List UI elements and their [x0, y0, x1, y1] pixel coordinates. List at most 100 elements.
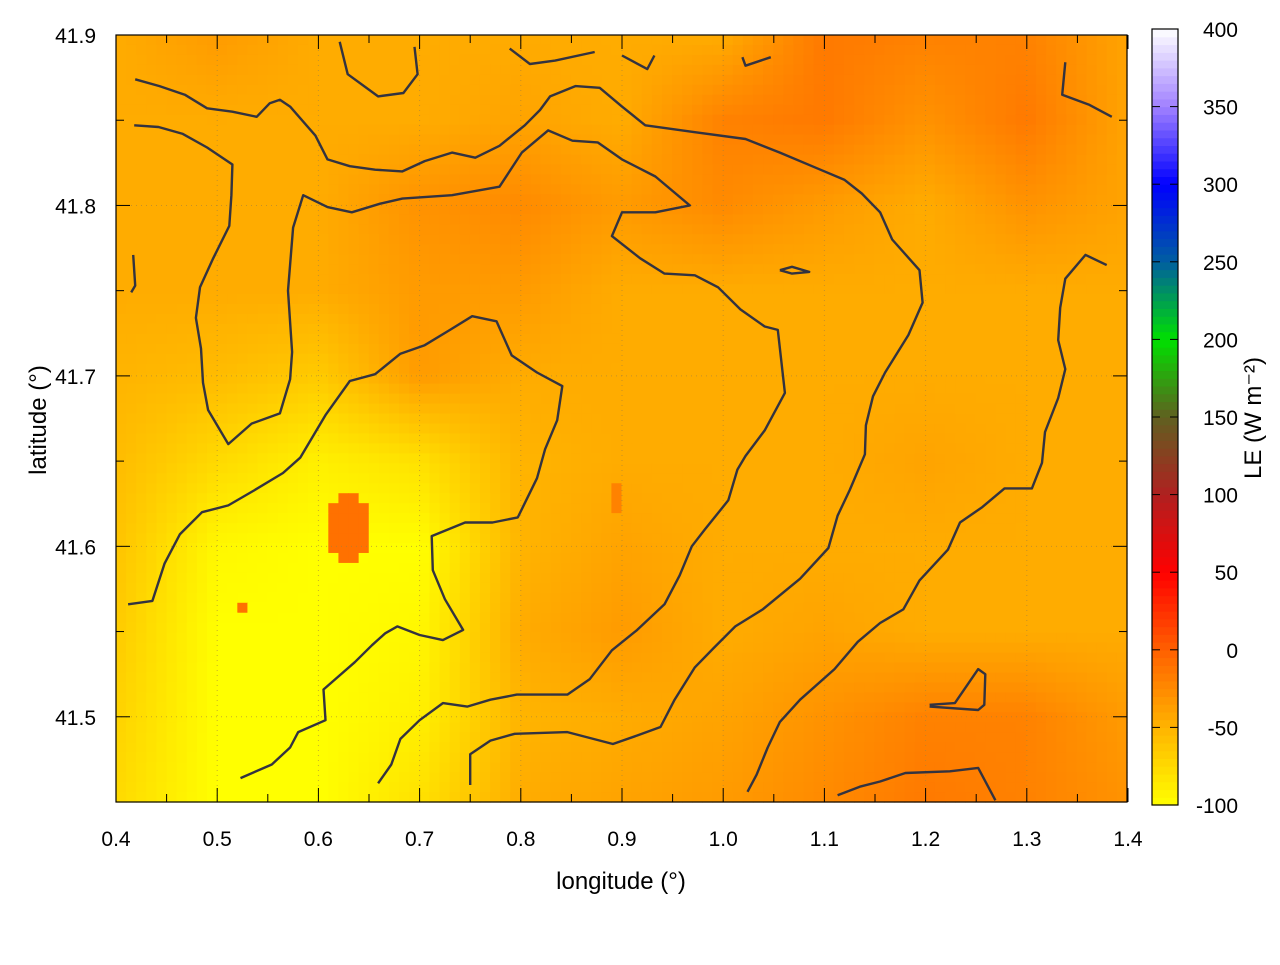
heatmap-cell	[712, 204, 724, 215]
heatmap-cell	[1116, 164, 1128, 176]
heatmap-cell	[116, 224, 127, 235]
heatmap-cell	[388, 94, 400, 106]
heatmap-cell	[550, 323, 562, 335]
heatmap-cell	[500, 473, 511, 484]
heatmap-cell	[874, 234, 885, 245]
heatmap-cell	[439, 74, 451, 86]
heatmap-cell	[469, 523, 481, 534]
heatmap-cell	[267, 313, 279, 325]
heatmap-cell	[116, 523, 127, 534]
heatmap-cell	[217, 144, 228, 156]
heatmap-cell	[530, 363, 542, 375]
heatmap-cell	[429, 254, 441, 265]
heatmap-cell	[530, 523, 542, 534]
heatmap-cell	[469, 224, 481, 235]
heatmap-cell	[611, 343, 623, 355]
heatmap-cell	[874, 513, 885, 524]
heatmap-cell	[287, 144, 299, 156]
heatmap-cell	[732, 74, 744, 86]
heatmap-cell	[995, 363, 1007, 375]
heatmap-cell	[358, 234, 370, 245]
heatmap-cell	[368, 443, 380, 454]
heatmap-cell	[722, 303, 734, 315]
heatmap-cell	[206, 513, 218, 524]
heatmap-cell	[186, 383, 198, 395]
heatmap-cell	[894, 74, 906, 86]
heatmap-cell	[591, 373, 602, 385]
heatmap-cell	[621, 393, 633, 405]
heatmap-cell	[1066, 323, 1078, 335]
heatmap-cell	[176, 184, 188, 195]
heatmap-cell	[146, 303, 158, 315]
heatmap-cell	[196, 264, 208, 275]
heatmap-cell	[490, 284, 501, 295]
heatmap-cell	[1036, 114, 1047, 126]
heatmap-cell	[348, 383, 360, 395]
heatmap-cell	[409, 214, 420, 225]
heatmap-cell	[126, 274, 137, 285]
heatmap-cell	[712, 473, 724, 484]
heatmap-cell	[581, 74, 592, 86]
heatmap-cell	[1086, 124, 1098, 136]
heatmap-cell	[793, 313, 805, 325]
heatmap-cell	[247, 214, 259, 225]
heatmap-cell	[186, 174, 198, 186]
heatmap-cell	[945, 503, 956, 514]
heatmap-cell	[965, 463, 976, 474]
heatmap-cell	[136, 503, 147, 514]
heatmap-cell	[803, 144, 815, 156]
heatmap-cell	[742, 363, 754, 375]
heatmap-cell	[399, 94, 410, 106]
heatmap-cell	[206, 54, 218, 66]
heatmap-cell	[651, 323, 663, 335]
heatmap-cell	[813, 493, 825, 504]
heatmap-cell	[409, 184, 420, 195]
heatmap-cell	[1116, 194, 1128, 205]
heatmap-cell	[722, 64, 734, 76]
heatmap-cell	[206, 393, 218, 405]
heatmap-cell	[540, 303, 552, 315]
heatmap-cell	[874, 164, 885, 176]
heatmap-cell	[1076, 174, 1088, 186]
heatmap-cell	[560, 363, 572, 375]
heatmap-cell	[945, 64, 956, 76]
heatmap-cell	[752, 393, 764, 405]
heatmap-cell	[388, 64, 400, 76]
heatmap-cell	[1056, 503, 1067, 514]
heatmap-cell	[348, 54, 360, 66]
heatmap-cell	[874, 423, 885, 435]
heatmap-cell	[934, 94, 946, 106]
heatmap-cell	[924, 453, 936, 464]
heatmap-cell	[429, 303, 441, 315]
heatmap-cell	[843, 224, 855, 235]
heatmap-cell	[955, 54, 966, 66]
heatmap-cell	[156, 383, 168, 395]
heatmap-cell	[682, 303, 693, 315]
heatmap-cell	[308, 54, 319, 66]
heatmap-cell	[722, 254, 734, 265]
heatmap-cell	[136, 84, 147, 96]
heatmap-cell	[308, 293, 319, 305]
heatmap-cell	[752, 493, 764, 504]
heatmap-cell	[116, 124, 127, 136]
heatmap-cell	[955, 293, 966, 305]
heatmap-cell	[520, 303, 532, 315]
heatmap-cell	[378, 184, 390, 195]
heatmap-cell	[874, 353, 885, 365]
heatmap-cell	[581, 134, 592, 146]
heatmap-cell	[388, 423, 400, 435]
heatmap-cell	[247, 453, 259, 464]
heatmap-cell	[843, 383, 855, 395]
heatmap-cell	[965, 104, 976, 116]
heatmap-cell	[702, 493, 714, 504]
heatmap-cell	[297, 523, 309, 534]
heatmap-cell	[570, 174, 582, 186]
heatmap-cell	[591, 114, 602, 126]
heatmap-cell	[449, 393, 461, 405]
heatmap-cell	[591, 433, 602, 444]
heatmap-cell	[459, 423, 471, 435]
heatmap-cell	[186, 303, 198, 315]
heatmap-cell	[176, 204, 188, 215]
heatmap-cell	[308, 383, 319, 395]
heatmap-cell	[176, 74, 188, 86]
